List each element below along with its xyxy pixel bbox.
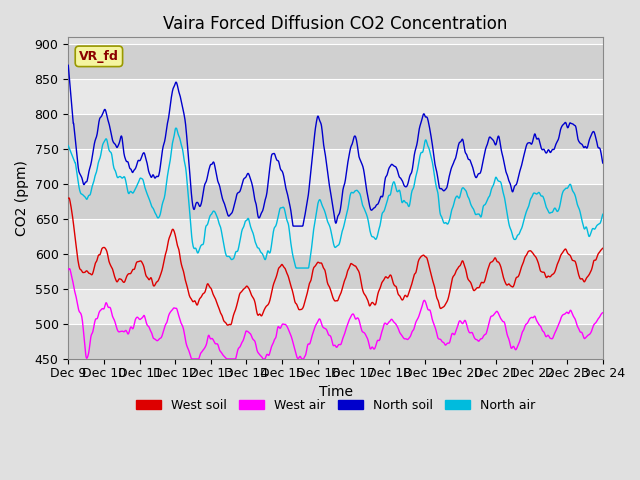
X-axis label: Time: Time bbox=[319, 385, 353, 399]
West soil bbox=[106, 260, 113, 266]
West soil bbox=[224, 323, 232, 328]
Bar bbox=[68, 219, 603, 254]
West air bbox=[65, 267, 72, 273]
North air bbox=[172, 125, 179, 131]
Bar bbox=[68, 149, 603, 184]
West air bbox=[128, 325, 136, 331]
North air bbox=[292, 265, 300, 271]
North soil bbox=[65, 62, 72, 68]
Bar bbox=[68, 324, 603, 359]
West soil bbox=[65, 195, 72, 201]
Bar bbox=[68, 114, 603, 149]
North soil bbox=[289, 223, 297, 229]
Line: North air: North air bbox=[68, 128, 603, 268]
North air bbox=[106, 148, 113, 154]
North air bbox=[369, 234, 377, 240]
Text: VR_fd: VR_fd bbox=[79, 50, 119, 63]
West air bbox=[292, 350, 300, 356]
Line: West soil: West soil bbox=[68, 198, 603, 325]
North soil bbox=[369, 206, 377, 212]
West soil bbox=[369, 300, 377, 306]
North soil bbox=[303, 203, 310, 208]
West soil bbox=[599, 245, 607, 251]
Bar bbox=[68, 254, 603, 289]
North air bbox=[313, 208, 321, 214]
West air bbox=[106, 305, 114, 311]
North soil bbox=[312, 120, 320, 126]
North air bbox=[292, 264, 300, 269]
North air bbox=[65, 143, 72, 149]
Line: West air: West air bbox=[68, 269, 603, 359]
North soil bbox=[106, 123, 113, 129]
Bar bbox=[68, 44, 603, 79]
Line: North soil: North soil bbox=[68, 65, 603, 226]
West air bbox=[313, 321, 321, 327]
North air bbox=[303, 265, 311, 271]
West air bbox=[303, 346, 311, 351]
North air bbox=[599, 211, 607, 217]
West soil bbox=[303, 293, 310, 299]
North air bbox=[127, 189, 135, 195]
West soil bbox=[127, 269, 135, 275]
North soil bbox=[127, 167, 135, 173]
Title: Vaira Forced Diffusion CO2 Concentration: Vaira Forced Diffusion CO2 Concentration bbox=[163, 15, 508, 33]
West air bbox=[188, 356, 196, 362]
West air bbox=[599, 310, 607, 315]
Bar bbox=[68, 184, 603, 219]
Bar bbox=[68, 289, 603, 324]
West air bbox=[65, 266, 73, 272]
Bar bbox=[68, 79, 603, 114]
North soil bbox=[599, 160, 607, 166]
West soil bbox=[292, 300, 300, 306]
Y-axis label: CO2 (ppm): CO2 (ppm) bbox=[15, 160, 29, 236]
West air bbox=[369, 345, 377, 351]
West soil bbox=[312, 262, 320, 267]
North soil bbox=[292, 223, 300, 229]
Legend: West soil, West air, North soil, North air: West soil, West air, North soil, North a… bbox=[131, 394, 541, 417]
